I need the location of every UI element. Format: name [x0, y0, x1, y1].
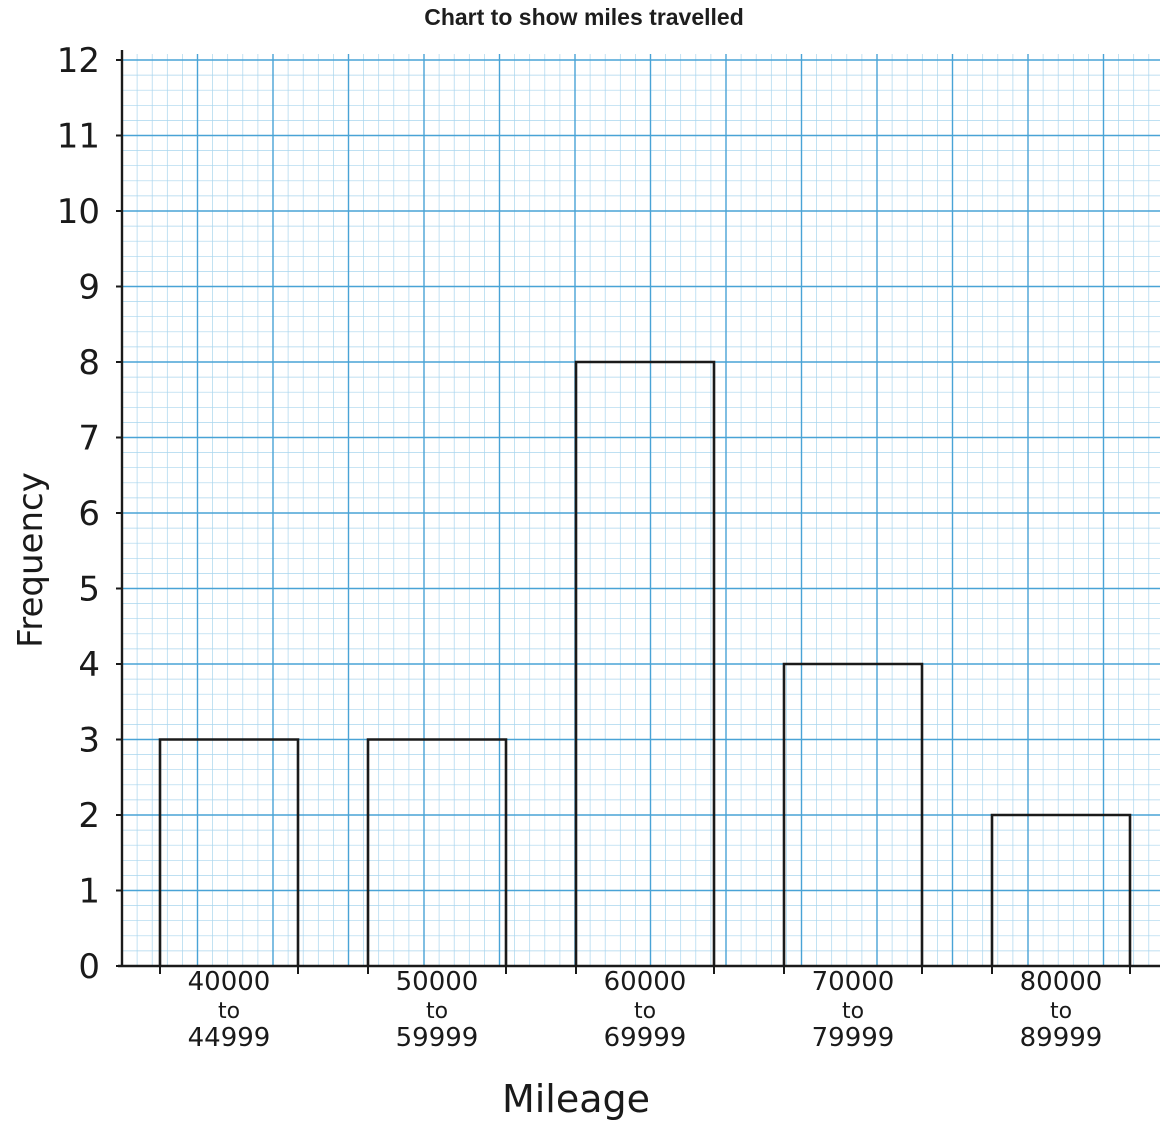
x-tick-labels: 40000to4499950000to5999960000to699997000…: [159, 966, 1131, 1053]
y-tick-label: 11: [57, 117, 100, 157]
bar: [158, 738, 300, 966]
x-tick-label: 60000: [604, 967, 687, 997]
chart-title: Chart to show miles travelled: [424, 4, 744, 30]
x-tick-label: to: [1050, 999, 1072, 1024]
y-tick-label: 0: [78, 947, 100, 987]
y-tick-label: 1: [78, 872, 100, 912]
x-tick-label: 50000: [396, 967, 479, 997]
x-tick-label: to: [218, 999, 240, 1024]
y-tick-label: 9: [78, 268, 100, 308]
x-tick-label: to: [842, 999, 864, 1024]
x-tick-label: to: [426, 999, 448, 1024]
y-tick-label: 4: [78, 645, 100, 685]
bars: [158, 360, 1132, 966]
x-tick-label: 70000: [812, 967, 895, 997]
x-axis-label: Mileage: [502, 1077, 650, 1121]
y-tick-label: 2: [78, 796, 100, 836]
x-tick-label: 79999: [812, 1023, 895, 1053]
y-tick-label: 5: [78, 570, 100, 610]
bar: [366, 738, 508, 966]
y-tick-label: 7: [78, 419, 100, 459]
x-tick-label: 89999: [1020, 1023, 1103, 1053]
y-tick-label: 3: [78, 721, 100, 761]
x-tick-label: 44999: [188, 1023, 271, 1053]
x-tick-label: 59999: [396, 1023, 479, 1053]
x-tick-label: to: [634, 999, 656, 1024]
x-tick-label: 40000: [188, 967, 271, 997]
x-tick-label: 69999: [604, 1023, 687, 1053]
y-tick-label: 6: [78, 494, 100, 534]
axes: [118, 50, 1160, 968]
bar: [990, 813, 1132, 966]
y-axis-label: Frequency: [11, 472, 51, 648]
y-tick-label: 10: [57, 192, 100, 232]
x-tick-label: 80000: [1020, 967, 1103, 997]
bar: [574, 360, 716, 966]
y-tick-label: 12: [57, 41, 100, 81]
grid-paper: [121, 54, 1160, 967]
bar: [782, 662, 924, 966]
y-tick-label: 8: [78, 343, 100, 383]
